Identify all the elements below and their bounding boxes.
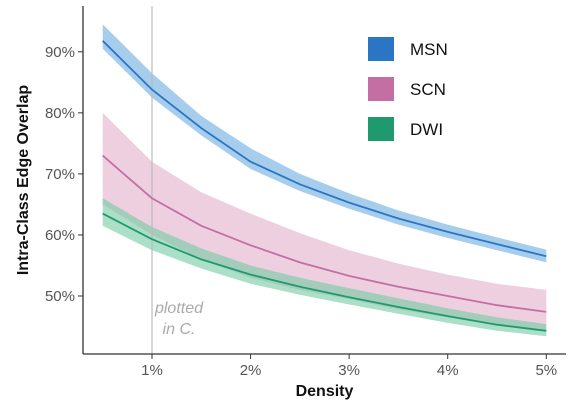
y-tick-label: 50% xyxy=(45,288,75,305)
band-dwi xyxy=(102,198,547,337)
line-dwi xyxy=(102,212,547,332)
series-lines xyxy=(102,40,547,332)
y-tick-label: 90% xyxy=(45,44,75,61)
x-axis-title: Density xyxy=(296,383,354,400)
reference-annotation-line-2: in C. xyxy=(163,321,196,338)
x-tick-label: 1% xyxy=(141,362,163,379)
band-scn xyxy=(102,112,547,331)
confidence-bands xyxy=(102,24,547,337)
line-scn xyxy=(102,154,547,313)
legend-swatch-scn xyxy=(368,77,394,101)
legend: MSN SCN DWI xyxy=(368,37,448,141)
line-msn xyxy=(102,40,547,258)
x-tick-label: 5% xyxy=(535,362,557,379)
legend-label-scn: SCN xyxy=(410,80,446,99)
legend-swatch-dwi xyxy=(368,117,394,141)
y-tick-label: 80% xyxy=(45,105,75,122)
x-tick-label: 3% xyxy=(338,362,360,379)
legend-label-dwi: DWI xyxy=(410,120,443,139)
y-axis-title: Intra-Class Edge Overlap xyxy=(15,85,32,276)
x-tick-label: 2% xyxy=(240,362,262,379)
axis-ticks: 1% 2% 3% 4% 5% 50% 60% 70% 80% 90% xyxy=(45,44,557,379)
legend-label-msn: MSN xyxy=(410,40,448,59)
x-tick-label: 4% xyxy=(437,362,459,379)
legend-swatch-msn xyxy=(368,37,394,61)
reference-annotation-line-1: plotted xyxy=(154,300,204,317)
y-tick-label: 60% xyxy=(45,227,75,244)
y-tick-label: 70% xyxy=(45,166,75,183)
